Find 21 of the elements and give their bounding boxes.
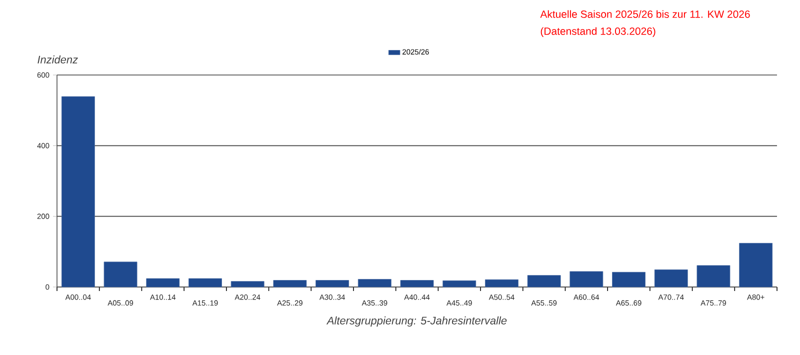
bar xyxy=(358,279,392,288)
bar xyxy=(654,269,688,288)
bar xyxy=(400,280,434,288)
bar xyxy=(188,278,222,288)
x-axis-title: Altersgruppierung: 5-Jahresintervalle xyxy=(326,316,507,327)
bar xyxy=(485,279,518,288)
bar xyxy=(230,281,264,288)
bar xyxy=(612,272,646,288)
bar xyxy=(739,242,773,288)
bar xyxy=(696,265,730,288)
bar xyxy=(104,262,138,288)
bar xyxy=(61,96,95,288)
y-axis-title: Inzidenz xyxy=(38,55,78,64)
bar xyxy=(146,278,180,288)
bar xyxy=(570,271,604,288)
bar xyxy=(316,280,349,288)
bar xyxy=(273,280,307,288)
bar xyxy=(442,280,476,288)
bar xyxy=(527,275,561,288)
text: (Datenstand 13.03.2026) xyxy=(540,27,656,37)
text: Aktuelle Saison 2025/26 bis zur 11. KW 2026 xyxy=(540,10,750,18)
